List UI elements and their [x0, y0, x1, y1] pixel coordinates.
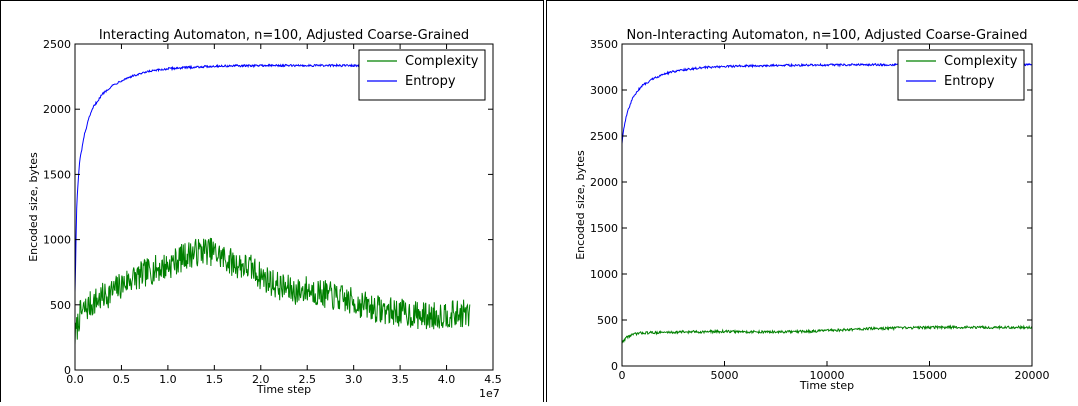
legend-box: [897, 49, 1025, 101]
x-tick-label: 2.5: [298, 373, 316, 386]
y-tick-label: 500: [50, 299, 71, 312]
legend-label-entropy: Entropy: [405, 74, 456, 89]
x-tick-label: 3.0: [345, 373, 363, 386]
x-tick-label: 15000: [912, 369, 947, 382]
y-axis-label: Encoded size, bytes: [574, 150, 587, 260]
x-tick-label: 0.0: [66, 373, 84, 386]
x-tick-label: 1.0: [159, 373, 177, 386]
x-tick-label: 0: [619, 369, 626, 382]
x-tick-label: 0.5: [113, 373, 131, 386]
x-tick-label: 5000: [711, 369, 739, 382]
x-tick-label: 1.5: [206, 373, 224, 386]
x-tick-label: 10000: [810, 369, 845, 382]
y-tick-label: 2000: [43, 103, 71, 116]
x-scale-label: 1e7: [479, 387, 500, 400]
legend-box: [358, 49, 486, 101]
chart-title: Interacting Automaton, n=100, Adjusted C…: [99, 28, 469, 43]
y-tick-label: 2500: [43, 38, 71, 51]
legend-label-complexity: Complexity: [405, 54, 479, 69]
y-tick-label: 3500: [590, 38, 618, 51]
chart-title: Non-Interacting Automaton, n=100, Adjust…: [627, 28, 1028, 43]
plot-frame: [74, 43, 494, 371]
y-tick-label: 0: [611, 360, 618, 373]
y-axis-label: Encoded size, bytes: [27, 152, 40, 262]
x-tick-label: 3.5: [391, 373, 409, 386]
legend: Complexity Entropy: [358, 49, 486, 101]
y-tick-label: 3000: [590, 84, 618, 97]
legend: Complexity Entropy: [897, 49, 1025, 101]
series-line-complexity: [622, 324, 1032, 344]
x-tick-label: 4.5: [484, 373, 502, 386]
plot-area: [75, 63, 471, 345]
y-tick-label: 1000: [43, 234, 71, 247]
chart-panel-left: Interacting Automaton, n=100, Adjusted C…: [0, 0, 544, 402]
legend-label-entropy: Entropy: [944, 74, 995, 89]
y-tick-label: 2000: [590, 176, 618, 189]
non-interacting-automaton-chart: Non-Interacting Automaton, n=100, Adjust…: [574, 28, 1050, 392]
y-tick-label: 2500: [590, 130, 618, 143]
x-tick-label: 2.0: [252, 373, 270, 386]
plot-area: [622, 62, 1032, 344]
interacting-automaton-chart: Interacting Automaton, n=100, Adjusted C…: [27, 28, 502, 400]
legend-label-complexity: Complexity: [944, 54, 1018, 69]
y-tick-label: 1500: [43, 168, 71, 181]
y-tick-label: 1000: [590, 268, 618, 281]
x-tick-label: 4.0: [438, 373, 456, 386]
y-tick-label: 0: [64, 364, 71, 377]
series-line-complexity: [75, 237, 471, 345]
y-tick-label: 500: [597, 314, 618, 327]
x-tick-label: 20000: [1015, 369, 1050, 382]
x-axis-label: Time step: [256, 383, 311, 396]
y-tick-label: 1500: [590, 222, 618, 235]
chart-panel-right: Non-Interacting Automaton, n=100, Adjust…: [546, 0, 1078, 402]
x-axis-label: Time step: [799, 379, 854, 392]
